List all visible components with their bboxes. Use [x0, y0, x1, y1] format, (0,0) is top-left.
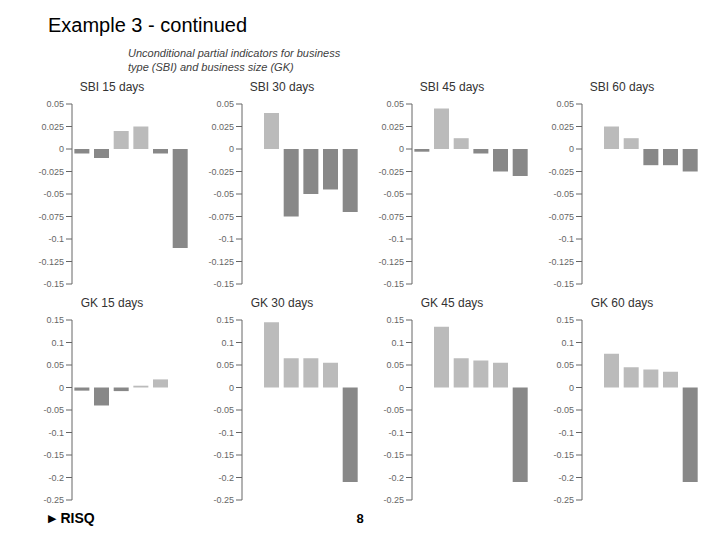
svg-text:0.05: 0.05 [556, 99, 574, 109]
svg-text:0.1: 0.1 [51, 338, 64, 348]
html-text:Example 3 - continued: Example 3 - continued [48, 14, 247, 36]
svg-text:-0.15: -0.15 [383, 279, 404, 289]
svg-text:-0.025: -0.025 [378, 167, 404, 177]
svg-text:0.05: 0.05 [46, 360, 64, 370]
html-text:SBI 45 days: SBI 45 days [419, 80, 485, 94]
svg-text:-0.125: -0.125 [378, 257, 404, 267]
svg-text:0: 0 [59, 383, 64, 393]
svg-text:-0.125: -0.125 [548, 257, 574, 267]
svg-text:-0.05: -0.05 [213, 405, 234, 415]
svg-text:-0.05: -0.05 [43, 405, 64, 415]
html-text:SBI 15 days: SBI 15 days [79, 80, 145, 94]
svg-text:-0.05: -0.05 [213, 189, 234, 199]
svg-text:-0.1: -0.1 [388, 428, 404, 438]
svg-text:0.15: 0.15 [386, 315, 404, 325]
svg-text:0.05: 0.05 [216, 99, 234, 109]
svg-text:0.1: 0.1 [221, 338, 234, 348]
svg-text:-0.15: -0.15 [43, 279, 64, 289]
svg-text:0.025: 0.025 [551, 122, 574, 132]
svg-text:0: 0 [59, 144, 64, 154]
html-text:SBI 60 days: SBI 60 days [589, 80, 655, 94]
svg-text:0.025: 0.025 [211, 122, 234, 132]
svg-text:0.05: 0.05 [46, 99, 64, 109]
html-text:GK 30 days: GK 30 days [250, 296, 314, 310]
svg-text:0: 0 [569, 383, 574, 393]
svg-text:0.05: 0.05 [386, 99, 404, 109]
svg-text:-0.25: -0.25 [553, 495, 574, 505]
svg-text:-0.025: -0.025 [38, 167, 64, 177]
svg-text:0: 0 [399, 383, 404, 393]
svg-text:-0.1: -0.1 [388, 234, 404, 244]
svg-text:-0.025: -0.025 [208, 167, 234, 177]
svg-text:-0.25: -0.25 [43, 495, 64, 505]
svg-text:-0.15: -0.15 [553, 450, 574, 460]
svg-text:-0.075: -0.075 [38, 212, 64, 222]
svg-text:0.1: 0.1 [391, 338, 404, 348]
svg-text:-0.1: -0.1 [558, 428, 574, 438]
svg-text:0.05: 0.05 [216, 360, 234, 370]
svg-text:-0.075: -0.075 [378, 212, 404, 222]
svg-text:-0.15: -0.15 [213, 450, 234, 460]
svg-text:-0.025: -0.025 [548, 167, 574, 177]
svg-text:0.05: 0.05 [556, 360, 574, 370]
svg-text:-0.25: -0.25 [383, 495, 404, 505]
svg-text:-0.05: -0.05 [553, 189, 574, 199]
svg-text:0: 0 [229, 383, 234, 393]
html-text:GK 15 days: GK 15 days [80, 296, 144, 310]
svg-text:0.15: 0.15 [556, 315, 574, 325]
svg-text:0: 0 [399, 144, 404, 154]
html-text:8: 8 [356, 511, 364, 526]
svg-text:-0.1: -0.1 [218, 234, 234, 244]
svg-text:-0.1: -0.1 [218, 428, 234, 438]
svg-text:0.025: 0.025 [41, 122, 64, 132]
html-text:GK 60 days: GK 60 days [590, 296, 654, 310]
html-text:type (SBI) and business size (: type (SBI) and business size (GK) [128, 61, 294, 73]
svg-text:-0.1: -0.1 [48, 428, 64, 438]
svg-text:-0.15: -0.15 [383, 450, 404, 460]
svg-text:-0.2: -0.2 [388, 473, 404, 483]
svg-text:-0.2: -0.2 [558, 473, 574, 483]
svg-text:-0.125: -0.125 [208, 257, 234, 267]
svg-text:-0.25: -0.25 [213, 495, 234, 505]
svg-text:-0.2: -0.2 [48, 473, 64, 483]
svg-text:-0.05: -0.05 [553, 405, 574, 415]
svg-text:-0.075: -0.075 [208, 212, 234, 222]
svg-text:-0.15: -0.15 [213, 279, 234, 289]
html-text:SBI 30 days: SBI 30 days [249, 80, 315, 94]
svg-text:-0.075: -0.075 [548, 212, 574, 222]
svg-text:-0.05: -0.05 [383, 189, 404, 199]
svg-text:0.025: 0.025 [381, 122, 404, 132]
svg-text:0: 0 [229, 144, 234, 154]
html-text:Unconditional partial indicato: Unconditional partial indicators for bus… [128, 47, 341, 59]
svg-text:0: 0 [569, 144, 574, 154]
svg-text:-0.1: -0.1 [558, 234, 574, 244]
svg-text:-0.15: -0.15 [43, 450, 64, 460]
html-text:▶ RISQ: ▶ RISQ [48, 510, 95, 526]
svg-text:-0.125: -0.125 [38, 257, 64, 267]
svg-text:0.15: 0.15 [46, 315, 64, 325]
svg-text:0.05: 0.05 [386, 360, 404, 370]
svg-text:0.1: 0.1 [561, 338, 574, 348]
svg-text:-0.05: -0.05 [43, 189, 64, 199]
svg-text:-0.2: -0.2 [218, 473, 234, 483]
svg-text:0.15: 0.15 [216, 315, 234, 325]
svg-text:-0.15: -0.15 [553, 279, 574, 289]
html-text:GK 45 days: GK 45 days [420, 296, 484, 310]
svg-text:-0.05: -0.05 [383, 405, 404, 415]
svg-text:-0.1: -0.1 [48, 234, 64, 244]
